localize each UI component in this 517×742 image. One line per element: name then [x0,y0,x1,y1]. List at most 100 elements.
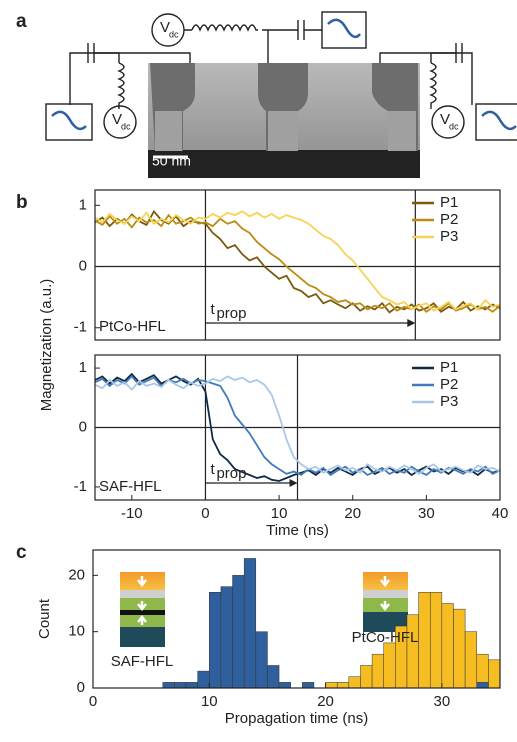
source-symbol: V [160,19,170,36]
histogram-bar [464,631,477,689]
stack-inset [363,572,408,632]
histogram-bar [371,653,384,689]
x-tick-label: 40 [492,505,509,522]
histogram-bar [476,682,489,689]
histogram-bar [220,586,233,689]
source-symbol: V [112,111,122,128]
source-subscript: dc [449,121,459,131]
oscilloscope [475,103,517,141]
wire [184,29,322,63]
x-tick-label: 10 [201,693,218,710]
y-tick-label: 1 [79,359,87,376]
legend-label: P2 [440,211,458,228]
x-tick-label: 30 [418,505,435,522]
y-axis-label: Magnetization (a.u.) [38,279,55,412]
trace-label: SAF-HFL [99,478,162,495]
scope-trace [327,18,361,39]
annotation-subscript: prop [216,465,246,482]
legend-label: P2 [440,376,458,393]
capacitor [297,20,305,40]
panel-label: c [16,542,27,563]
legend-label: P3 [440,393,458,410]
histogram-bar [383,642,396,689]
inductor [429,62,437,109]
histogram-bar [336,682,350,689]
histogram-bar [174,682,187,689]
x-tick-label: 10 [271,505,288,522]
pillar-layer [268,111,298,151]
histogram-bar [429,591,443,689]
oscilloscope [321,11,367,49]
substrate [148,150,420,178]
series-line [94,209,501,314]
histogram-bar [255,631,268,689]
source-symbol: V [440,111,450,128]
wire [379,52,473,105]
voltage-source [103,105,137,139]
scope-trace [51,110,87,131]
series-label: SAF-HFL [111,653,174,670]
oscilloscope [45,103,93,141]
panel-label: a [16,11,27,32]
histogram-bar [185,682,198,689]
capacitor [430,43,463,63]
source-subscript: dc [169,29,179,39]
arrow-head [289,479,298,487]
stack-inset [120,572,165,647]
pillar-layer [388,111,416,151]
histogram-bar [267,665,280,689]
annotation-subscript: prop [216,305,246,322]
series-line [94,375,501,476]
scale-bar-label: 50 nm [152,153,191,169]
inductor [117,62,125,109]
x-tick-label: 30 [434,693,451,710]
annotation: t [210,301,215,318]
histogram-bar [232,575,245,689]
plot-frame [92,549,501,689]
histogram-bar [302,682,315,689]
y-axis-label: Count [36,598,53,639]
legend-label: P3 [440,228,458,245]
x-axis-label: Time (ns) [266,522,329,539]
scope-trace [481,110,517,131]
y-tick-label: 0 [77,679,85,696]
x-tick-label: 20 [344,505,361,522]
x-axis-label: Propagation time (ns) [225,710,368,727]
schematic: 50 nm V dc V dc V dc [45,11,517,178]
series-label: PtCo-HFL [352,629,419,646]
panel-label: b [16,192,28,213]
x-tick-label: -10 [121,505,143,522]
voltage-source [151,13,185,47]
x-tick-label: 0 [89,693,97,710]
y-tick-label: 0 [79,418,87,435]
series-line [94,213,501,313]
trace-label: PtCo-HFL [99,318,166,335]
x-tick-label: 20 [317,693,334,710]
histogram-bar [360,665,373,689]
histogram-bar [162,682,175,689]
histogram-bar [406,614,419,689]
x-tick-label: 0 [201,505,209,522]
source-subscript: dc [121,121,131,131]
arrow-head [407,319,416,327]
histogram-bar [209,591,222,689]
pillar-layer [155,111,182,151]
histogram-bar [418,591,431,689]
annotation: t [210,461,215,478]
histogram-bar [488,659,501,689]
histogram-bar [441,603,454,689]
y-tick-label: 20 [68,566,85,583]
voltage-source [431,105,465,139]
legend-label: P1 [440,194,458,211]
y-tick-label: -1 [74,478,87,495]
histogram-bar [243,558,257,689]
histogram-bar [278,682,291,689]
y-tick-label: 1 [79,196,87,213]
y-tick-label: 10 [68,623,85,640]
y-tick-label: -1 [74,319,87,336]
histogram-bar [197,670,210,689]
y-tick-label: 0 [79,257,87,274]
capacitor [87,43,120,63]
